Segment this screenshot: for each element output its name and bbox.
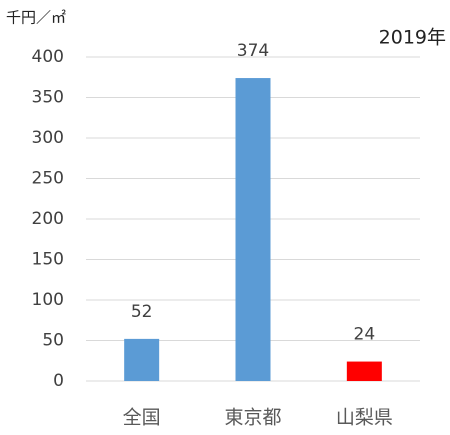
y-axis-label: 千円／㎡ (6, 9, 66, 27)
data-label: 24 (354, 325, 376, 345)
y-tick-label: 100 (32, 290, 64, 310)
x-tick-label: 山梨県 (336, 407, 393, 429)
x-tick-label: 全国 (123, 407, 161, 429)
annotation: 2019年 (379, 27, 446, 49)
bar (124, 338, 160, 381)
y-tick-label: 400 (32, 47, 64, 67)
data-label: 52 (131, 302, 153, 322)
y-tick-label: 150 (32, 250, 64, 270)
bar (346, 361, 382, 381)
y-tick-label: 250 (32, 169, 64, 189)
y-tick-label: 300 (32, 128, 64, 148)
bar (235, 78, 271, 381)
y-tick-label: 200 (32, 209, 64, 229)
y-tick-label: 350 (32, 88, 64, 108)
y-tick-label: 50 (42, 331, 64, 351)
data-label: 374 (237, 41, 269, 61)
x-tick-label: 東京都 (224, 407, 281, 429)
y-tick-label: 0 (53, 371, 64, 391)
